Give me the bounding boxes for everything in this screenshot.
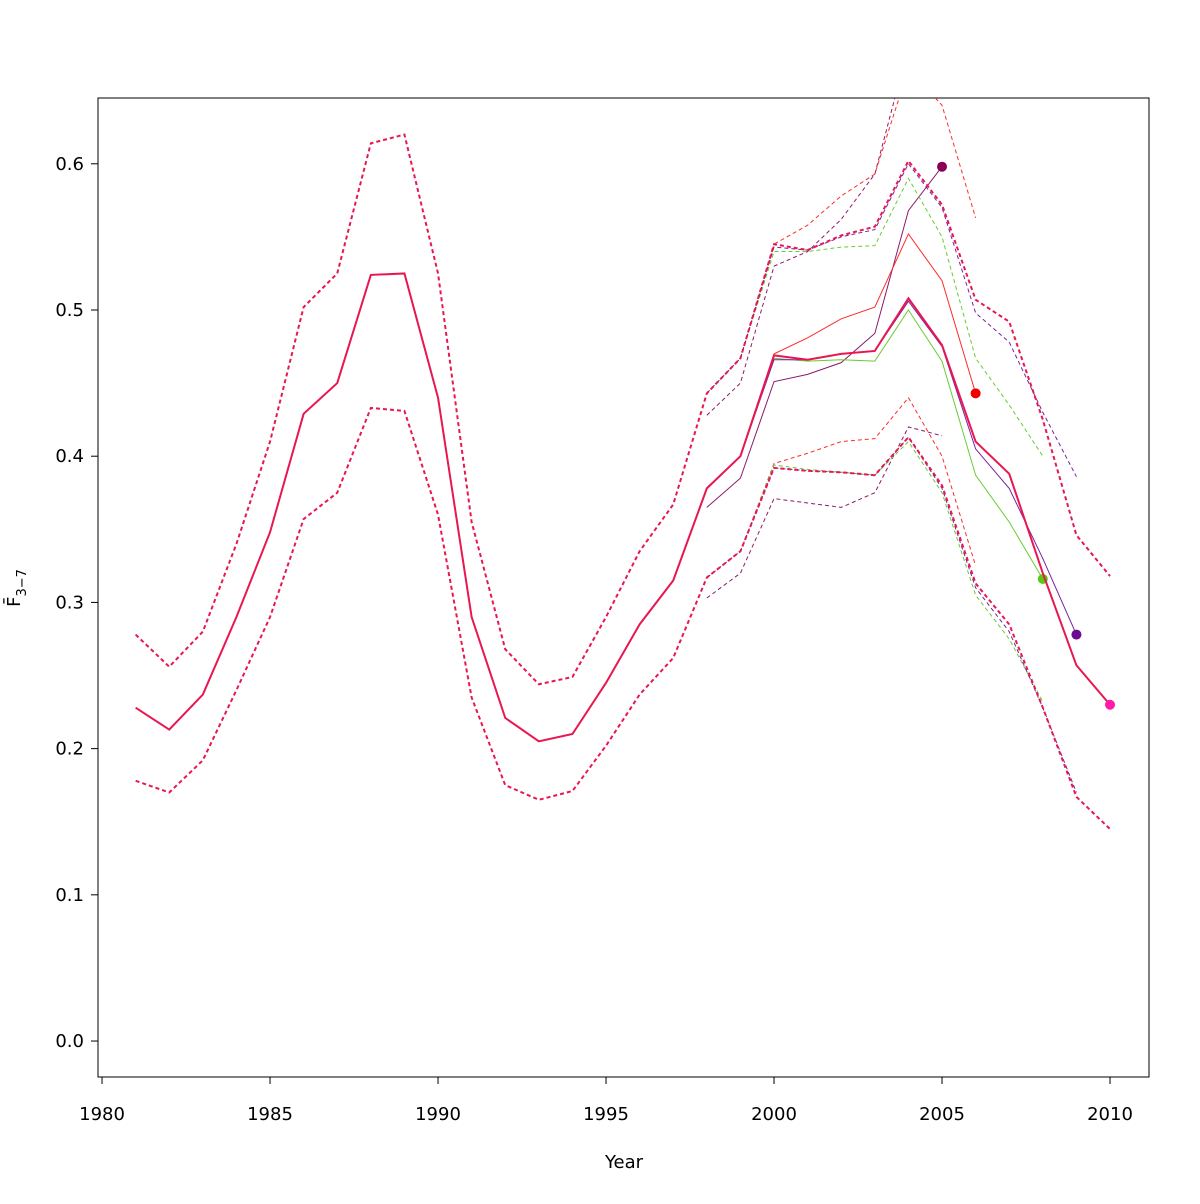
lower-bound-line [706, 426, 943, 599]
y-axis-label: F̄3−7 [3, 569, 30, 607]
terminal-point [1071, 629, 1082, 640]
terminal-point [970, 388, 981, 399]
upper-bound-line [706, 162, 1077, 477]
lower-bound-line [706, 440, 1044, 703]
x-tick-label: 2010 [1087, 1104, 1133, 1125]
x-axis-label: Year [604, 1152, 644, 1173]
estimate-line [706, 166, 943, 508]
x-tick-label: 1985 [247, 1104, 293, 1125]
x-tick-label: 2005 [919, 1104, 965, 1125]
y-tick-label: 0.4 [55, 446, 84, 467]
estimate-line [706, 300, 1077, 635]
y-axis-label-main: F̄ [3, 597, 25, 607]
terminal-point [1105, 699, 1116, 710]
y-axis-label-sub: 3−7 [15, 569, 30, 596]
lower-bound-line [135, 406, 1111, 830]
estimate-line [135, 272, 1111, 743]
y-tick-label: 0.5 [55, 300, 84, 321]
estimate-line [706, 232, 977, 489]
x-tick-label: 1995 [583, 1104, 629, 1125]
upper-bound-line [706, 98, 896, 416]
y-tick-label: 0.0 [55, 1031, 84, 1052]
terminal-point [937, 161, 948, 172]
y-tick-label: 0.6 [55, 154, 84, 175]
y-tick-label: 0.1 [55, 885, 84, 906]
x-tick-label: 1990 [415, 1104, 461, 1125]
x-tick-label: 2000 [751, 1104, 797, 1125]
plot-area [134, 98, 1116, 830]
plot-frame [97, 97, 1150, 1078]
upper-bound-line [706, 98, 977, 394]
upper-bound-line [706, 177, 1044, 457]
y-tick-label: 0.3 [55, 592, 84, 613]
lower-bound-line [706, 436, 1077, 793]
lower-bound-line [706, 396, 977, 578]
x-tick-label: 1980 [79, 1104, 125, 1125]
upper-bound-line [134, 133, 1111, 686]
y-tick-label: 0.2 [55, 739, 84, 760]
